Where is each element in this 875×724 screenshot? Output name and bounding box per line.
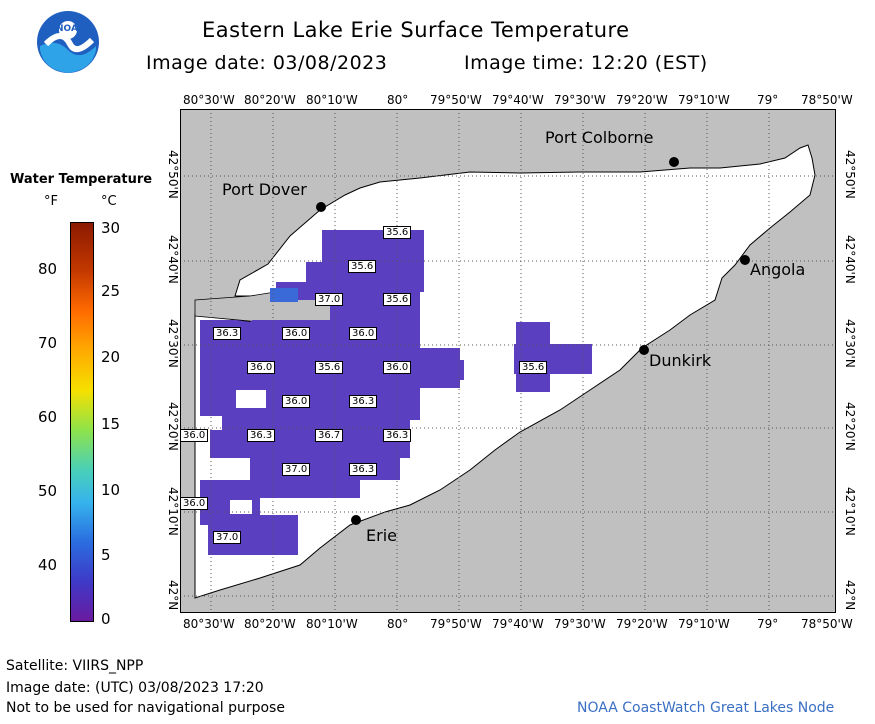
- lat-label: 42°10'N: [166, 487, 180, 536]
- lat-label: 42°40'N: [843, 235, 857, 284]
- legend-title: Water Temperature: [10, 172, 153, 187]
- legend-c-tick: 30: [101, 219, 121, 237]
- temp-label: 36.0: [383, 361, 412, 374]
- lat-label: 42°N: [166, 580, 180, 611]
- marker-port-dover: [316, 202, 326, 212]
- color-scale-bar: [70, 222, 94, 622]
- image-date: Image date: 03/08/2023: [146, 52, 388, 74]
- city-label-port-dover: Port Dover: [222, 180, 307, 199]
- temp-label: 36.3: [383, 429, 412, 442]
- temp-label: 37.0: [282, 463, 311, 476]
- legend-unit-c: °C: [101, 194, 117, 209]
- lon-label: 79°10'W: [678, 617, 730, 631]
- lon-label: 80°20'W: [244, 93, 296, 107]
- marker-angola: [740, 255, 750, 265]
- lon-label: 80°20'W: [244, 617, 296, 631]
- temp-label: 36.0: [349, 327, 378, 340]
- logo-text: NOAA: [56, 24, 85, 34]
- image-time: Image time: 12:20 (EST): [464, 52, 708, 74]
- lat-label: 42°30'N: [843, 319, 857, 368]
- temp-label: 37.0: [315, 293, 344, 306]
- marker-dunkirk: [639, 345, 649, 355]
- lon-label: 79°40'W: [492, 617, 544, 631]
- temp-label: 36.0: [180, 497, 209, 510]
- legend-f-tick: 60: [38, 408, 58, 426]
- lon-label: 79°40'W: [492, 93, 544, 107]
- lat-label: 42°20'N: [166, 402, 180, 451]
- temp-label: 36.0: [282, 395, 311, 408]
- map-grid: [180, 109, 836, 613]
- lat-label: 42°N: [843, 580, 857, 611]
- legend-c-tick: 20: [101, 348, 121, 366]
- lat-label: 42°40'N: [166, 235, 180, 284]
- lake-map: [180, 109, 836, 613]
- lat-label: 42°30'N: [166, 319, 180, 368]
- lon-label: 79°30'W: [554, 617, 606, 631]
- city-label-erie: Erie: [366, 526, 397, 545]
- city-label-port-colborne: Port Colborne: [545, 128, 654, 147]
- footer-utc-date: Image date: (UTC) 03/08/2023 17:20: [6, 680, 264, 696]
- warm-patch: [270, 288, 298, 302]
- lon-label: 79°50'W: [430, 617, 482, 631]
- lon-label: 79°: [757, 617, 779, 631]
- lat-label: 42°20'N: [843, 402, 857, 451]
- lon-label: 80°: [387, 617, 409, 631]
- temp-label: 35.6: [383, 226, 412, 239]
- temp-label: 37.0: [213, 531, 242, 544]
- lon-label: 80°10'W: [306, 617, 358, 631]
- temp-label: 35.6: [348, 260, 377, 273]
- legend-c-tick: 15: [101, 415, 121, 433]
- temp-label: 36.0: [180, 429, 209, 442]
- marker-port-colborne: [669, 157, 679, 167]
- city-label-angola: Angola: [750, 260, 806, 279]
- city-label-dunkirk: Dunkirk: [649, 351, 712, 370]
- legend-f-tick: 70: [38, 334, 58, 352]
- lon-label: 79°20'W: [616, 93, 668, 107]
- legend-f-tick: 80: [38, 260, 58, 278]
- lon-label: 79°10'W: [678, 93, 730, 107]
- temp-label: 35.6: [383, 293, 412, 306]
- legend-c-tick: 0: [101, 610, 111, 628]
- lon-label: 80°10'W: [306, 93, 358, 107]
- temp-label: 36.3: [247, 429, 276, 442]
- marker-erie: [351, 515, 361, 525]
- lon-label: 79°20'W: [616, 617, 668, 631]
- lon-label: 79°50'W: [430, 93, 482, 107]
- lon-label: 80°30'W: [183, 93, 235, 107]
- noaa-logo: NOAA: [36, 10, 100, 74]
- temp-label: 36.0: [282, 327, 311, 340]
- temp-label: 35.6: [519, 361, 548, 374]
- temp-label: 36.7: [315, 429, 344, 442]
- temp-label: 35.6: [315, 361, 344, 374]
- lon-label: 78°50'W: [801, 617, 853, 631]
- footer-satellite: Satellite: VIIRS_NPP: [6, 658, 144, 674]
- legend-c-tick: 5: [101, 546, 111, 564]
- legend-c-tick: 10: [101, 481, 121, 499]
- legend-f-tick: 40: [38, 556, 58, 574]
- lat-label: 42°50'N: [843, 150, 857, 199]
- lon-label: 79°30'W: [554, 93, 606, 107]
- footer-credit: NOAA CoastWatch Great Lakes Node: [577, 700, 835, 716]
- temp-label: 36.3: [349, 395, 378, 408]
- legend-f-tick: 50: [38, 482, 58, 500]
- temp-label: 36.3: [349, 463, 378, 476]
- temp-label: 36.3: [213, 327, 242, 340]
- lat-label: 42°50'N: [166, 150, 180, 199]
- temp-label: 36.0: [247, 361, 276, 374]
- footer-disclaimer: Not to be used for navigational purpose: [6, 700, 285, 716]
- lon-label: 79°: [757, 93, 779, 107]
- lon-label: 80°: [387, 93, 409, 107]
- legend-unit-f: °F: [44, 194, 58, 209]
- lon-label: 78°50'W: [801, 93, 853, 107]
- lon-label: 80°30'W: [183, 617, 235, 631]
- lat-label: 42°10'N: [843, 487, 857, 536]
- legend-c-tick: 25: [101, 282, 121, 300]
- page-title: Eastern Lake Erie Surface Temperature: [202, 18, 630, 42]
